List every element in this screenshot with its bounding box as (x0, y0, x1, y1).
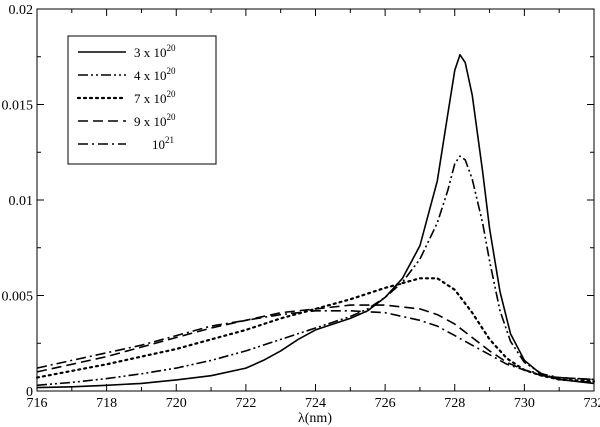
y-tick-label: 0.01 (9, 194, 34, 209)
legend-label-3: 7 x 1020 (134, 89, 176, 106)
series-line-2 (36, 155, 595, 387)
x-axis-label: λ(nm) (298, 411, 332, 426)
legend-label-exponent: 20 (167, 89, 177, 99)
y-tick-label: 0 (26, 385, 33, 400)
x-tick-label: 722 (235, 396, 256, 411)
series-layer (35, 54, 596, 389)
legend-label-exponent: 20 (167, 112, 177, 122)
legend-label-base: 3 x 10 (134, 45, 167, 60)
x-tick-label: 718 (96, 396, 117, 411)
y-tick-label: 0.015 (2, 99, 34, 114)
y-tick-label: 0.02 (9, 3, 34, 18)
y-tick-label: 0.005 (2, 290, 34, 305)
series-line-5 (36, 310, 595, 381)
legend-label-base: 7 x 10 (134, 91, 167, 106)
legend-label-exponent: 21 (165, 135, 174, 145)
legend-label-4: 9 x 1020 (134, 112, 176, 129)
legend-box (67, 35, 217, 165)
legend-label-exponent: 20 (167, 43, 177, 53)
legend-label-1: 3 x 1020 (134, 43, 176, 60)
x-tick-label: 724 (305, 396, 326, 411)
x-tick-label: 716 (27, 396, 48, 411)
legend-label-5: 1021 (152, 135, 174, 152)
legend-label-base: 4 x 10 (134, 68, 167, 83)
legend-label-base: 10 (152, 137, 165, 152)
x-tick-label: 728 (444, 396, 465, 411)
x-tick-label: 720 (166, 396, 187, 411)
x-tick-label: 732 (584, 396, 600, 411)
tick-layer: 716 718 720 722 724 726 728 730 732 0 0.005 0.01 0.0… (2, 3, 600, 411)
x-tick-label: 730 (514, 396, 535, 411)
legend-label-base: 9 x 10 (134, 114, 167, 129)
legend-label-2: 4 x 1020 (134, 66, 176, 83)
legend-label-exponent: 20 (167, 66, 177, 76)
x-tick-label: 726 (375, 396, 396, 411)
series-line-1 (36, 54, 595, 389)
series-line-3 (35, 277, 596, 383)
